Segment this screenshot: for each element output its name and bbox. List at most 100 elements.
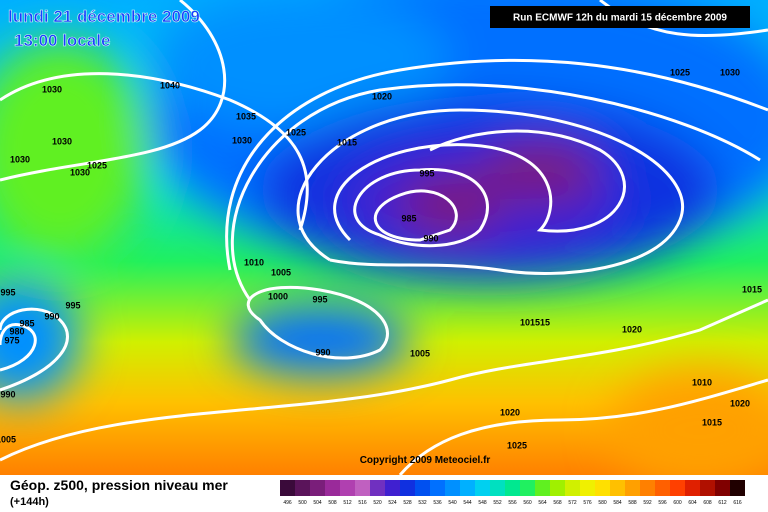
isobar-label: 1015 <box>702 417 722 427</box>
scale-label: 504 <box>313 500 322 506</box>
scale-label: 616 <box>733 500 742 506</box>
copyright: Copyright 2009 Meteociel.fr <box>360 455 491 466</box>
color-swatch <box>535 480 550 496</box>
scale-label: 544 <box>463 500 472 506</box>
isobar-label: 990 <box>0 389 15 399</box>
color-swatch <box>670 480 685 496</box>
isobar-label: 995 <box>312 294 327 304</box>
color-swatch <box>280 480 295 496</box>
scale-label: 568 <box>553 500 562 506</box>
scale-label: 600 <box>673 500 682 506</box>
color-swatch <box>700 480 715 496</box>
scale-label: 500 <box>298 500 307 506</box>
time: 13:00 locale <box>14 31 110 50</box>
date: lundi 21 décembre 2009 <box>8 7 200 26</box>
isobar-label: 985 <box>401 213 416 223</box>
scale-label: 584 <box>613 500 622 506</box>
isobar-label: 1030 <box>232 135 252 145</box>
color-swatch <box>415 480 430 496</box>
color-swatch <box>580 480 595 496</box>
isobar-label: 1000 <box>268 291 288 301</box>
scale-label: 532 <box>418 500 427 506</box>
scale-label: 520 <box>373 500 382 506</box>
isobar-label: 1025 <box>87 160 107 170</box>
isobar-label: 975 <box>4 335 19 345</box>
isobar-label: 985 <box>19 318 34 328</box>
isobar-label: 1020 <box>622 324 642 334</box>
color-swatch <box>325 480 340 496</box>
scale-label: 596 <box>658 500 667 506</box>
isobar-label: 1020 <box>500 407 520 417</box>
color-swatch <box>295 480 310 496</box>
isobar-label: 1010 <box>692 377 712 387</box>
color-swatch <box>475 480 490 496</box>
scale-label: 524 <box>388 500 397 506</box>
isobar-label: 990 <box>44 311 59 321</box>
run-box <box>490 6 750 28</box>
isobar-label: 995 <box>419 168 434 178</box>
color-swatch <box>385 480 400 496</box>
color-swatch <box>730 480 745 496</box>
color-swatch <box>640 480 655 496</box>
scale-label: 540 <box>448 500 457 506</box>
scale-label: 576 <box>583 500 592 506</box>
isobar-labels: 1040103010301030102510301035103010251020… <box>0 67 762 450</box>
color-swatch <box>340 480 355 496</box>
scale-label: 548 <box>478 500 487 506</box>
isobar-label: 1030 <box>42 84 62 94</box>
isobar-label: 1015 <box>742 284 762 294</box>
color-swatch <box>445 480 460 496</box>
color-swatch <box>430 480 445 496</box>
isobar-label: 1030 <box>70 167 90 177</box>
scale-label: 564 <box>538 500 547 506</box>
legend-subtitle: (+144h) <box>10 496 49 508</box>
isobar-label: 1025 <box>670 67 690 77</box>
isobar-label: 1020 <box>730 398 750 408</box>
scale-label: 592 <box>643 500 652 506</box>
color-swatch <box>550 480 565 496</box>
isobar-label: 1025 <box>286 127 306 137</box>
color-swatch <box>715 480 730 496</box>
isobar-label: 1040 <box>160 80 180 90</box>
color-swatch <box>520 480 535 496</box>
scale-label: 588 <box>628 500 637 506</box>
scale-label: 604 <box>688 500 697 506</box>
isobar-label: 1030 <box>720 67 740 77</box>
scale-label: 556 <box>508 500 517 506</box>
scale-label: 512 <box>343 500 352 506</box>
isobar-label: 995 <box>65 300 80 310</box>
isobar-label: 995 <box>0 287 15 297</box>
isobar-label: 1010 <box>244 257 264 267</box>
scale-label: 580 <box>598 500 607 506</box>
legend-title: Géop. z500, pression niveau mer <box>10 477 228 493</box>
scale-label: 516 <box>358 500 367 506</box>
color-swatch <box>610 480 625 496</box>
color-swatch <box>310 480 325 496</box>
isobar-label: 1030 <box>52 136 72 146</box>
scale-label: 560 <box>523 500 532 506</box>
color-swatch <box>355 480 370 496</box>
color-swatch <box>655 480 670 496</box>
scale-label: 552 <box>493 500 502 506</box>
isobar-label: 1025 <box>507 440 527 450</box>
isobar-label: 1030 <box>10 154 30 164</box>
color-swatch <box>490 480 505 496</box>
scale-label: 572 <box>568 500 577 506</box>
scale-label: 496 <box>283 500 292 506</box>
run: Run ECMWF 12h du mardi 15 décembre 2009 <box>513 13 727 24</box>
color-swatch <box>565 480 580 496</box>
scale-label: 508 <box>328 500 337 506</box>
isobar-label: 990 <box>423 233 438 243</box>
isobar-label: 980 <box>9 326 24 336</box>
isobar-label: 1015 <box>337 137 357 147</box>
isobar-label: 990 <box>315 347 330 357</box>
color-scale: 496 500 504 508 512 516 520 524 528 532 536 540 544 5… <box>280 480 745 506</box>
scale-label: 528 <box>403 500 412 506</box>
color-swatch <box>685 480 700 496</box>
color-swatch <box>625 480 640 496</box>
isobar-label: 1005 <box>410 348 430 358</box>
isobar-label: 101515 <box>520 317 550 327</box>
isobar-label: 1020 <box>372 91 392 101</box>
scale-label: 536 <box>433 500 442 506</box>
color-swatch <box>400 480 415 496</box>
